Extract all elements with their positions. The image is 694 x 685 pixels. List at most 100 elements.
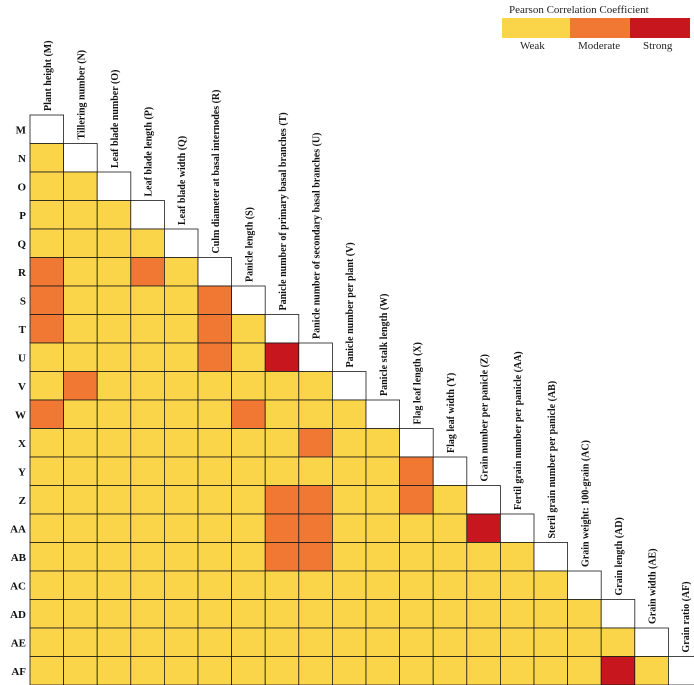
heatmap-cell	[567, 627, 602, 657]
heatmap-cell	[331, 656, 367, 685]
heatmap-cell	[29, 485, 64, 515]
heatmap-cell	[130, 285, 165, 315]
diagonal-cell	[432, 456, 468, 486]
diagonal-cell	[231, 285, 266, 315]
heatmap-cell	[96, 428, 132, 458]
heatmap-cell	[29, 513, 64, 543]
heatmap-cell	[163, 456, 199, 486]
column-label: Panicle stalk length (W)	[379, 294, 390, 397]
heatmap-cell	[163, 656, 199, 685]
heatmap-cell	[399, 599, 434, 629]
heatmap-cell	[298, 627, 333, 657]
heatmap-cell	[365, 599, 400, 629]
heatmap-cell	[231, 599, 266, 629]
heatmap-cell	[365, 428, 400, 458]
heatmap-cell	[130, 228, 165, 258]
heatmap-cell	[29, 143, 64, 173]
diagonal-cell	[365, 399, 400, 429]
heatmap-cell	[96, 314, 132, 344]
heatmap-cell	[331, 513, 367, 543]
heatmap-cell	[298, 456, 333, 486]
heatmap-cell	[331, 456, 367, 486]
heatmap-cell	[63, 399, 98, 429]
diagonal-cell	[163, 228, 199, 258]
heatmap-cell	[63, 314, 98, 344]
column-label: Flag leaf width (Y)	[446, 373, 457, 453]
heatmap-cell	[365, 456, 400, 486]
heatmap-cell	[264, 542, 300, 572]
heatmap-cell	[231, 399, 266, 429]
heatmap-cell	[130, 599, 165, 629]
heatmap-cell	[29, 285, 64, 315]
row-label: AB	[11, 552, 27, 564]
heatmap-cell	[63, 200, 98, 230]
heatmap-cell	[130, 399, 165, 429]
heatmap-cell	[130, 342, 165, 372]
heatmap-cell	[365, 656, 400, 685]
heatmap-cell	[231, 428, 266, 458]
heatmap-cell	[130, 428, 165, 458]
heatmap-cell	[399, 456, 434, 486]
row-label: O	[17, 181, 26, 193]
row-label: AE	[11, 637, 26, 649]
heatmap-cell	[130, 570, 165, 600]
heatmap-cell	[231, 513, 266, 543]
row-label: Q	[17, 238, 26, 250]
diagonal-cell	[29, 114, 64, 144]
heatmap-cell	[432, 627, 468, 657]
heatmap-cell	[197, 342, 232, 372]
heatmap-cell	[331, 542, 367, 572]
heatmap-cell	[231, 456, 266, 486]
heatmap-cell	[197, 599, 232, 629]
heatmap-cell	[29, 200, 64, 230]
heatmap-cell	[197, 456, 232, 486]
diagonal-cell	[197, 257, 232, 287]
heatmap-cell	[163, 599, 199, 629]
heatmap-cell	[63, 570, 98, 600]
row-label: S	[20, 295, 26, 307]
row-label: N	[18, 153, 26, 165]
heatmap-cell	[63, 656, 98, 685]
heatmap-cell	[63, 542, 98, 572]
heatmap-cell	[197, 399, 232, 429]
heatmap-cell	[231, 314, 266, 344]
heatmap-cell	[399, 542, 434, 572]
row-label: AA	[10, 523, 26, 535]
heatmap-cell	[96, 542, 132, 572]
heatmap-cell	[197, 570, 232, 600]
heatmap-cell	[63, 599, 98, 629]
heatmap-cell	[130, 627, 165, 657]
heatmap-cell	[298, 599, 333, 629]
heatmap-cell	[96, 456, 132, 486]
heatmap-cell	[197, 428, 232, 458]
heatmap-cell	[499, 542, 535, 572]
heatmap-cell	[567, 656, 602, 685]
heatmap-cell	[331, 570, 367, 600]
row-label: V	[18, 381, 26, 393]
legend-swatch-strong	[630, 18, 690, 38]
heatmap-cell	[231, 542, 266, 572]
heatmap-cell	[197, 627, 232, 657]
heatmap-cell	[96, 485, 132, 515]
heatmap-cell	[96, 228, 132, 258]
heatmap-cell	[264, 485, 300, 515]
heatmap-cell	[96, 371, 132, 401]
heatmap-cell	[331, 485, 367, 515]
heatmap-cell	[298, 656, 333, 685]
heatmap-cell	[63, 342, 98, 372]
diagonal-cell	[96, 171, 132, 201]
heatmap-cell	[298, 513, 333, 543]
heatmap-cell	[96, 399, 132, 429]
heatmap-cell	[63, 171, 98, 201]
heatmap-cell	[298, 542, 333, 572]
heatmap-cell	[130, 542, 165, 572]
legend-title: Pearson Correlation Coefficient	[509, 4, 649, 16]
heatmap-cell	[63, 513, 98, 543]
heatmap-cell	[163, 285, 199, 315]
heatmap-cell	[499, 599, 535, 629]
heatmap-cell	[29, 599, 64, 629]
heatmap-cell	[231, 485, 266, 515]
heatmap-cell	[63, 257, 98, 287]
heatmap-cell	[432, 485, 468, 515]
